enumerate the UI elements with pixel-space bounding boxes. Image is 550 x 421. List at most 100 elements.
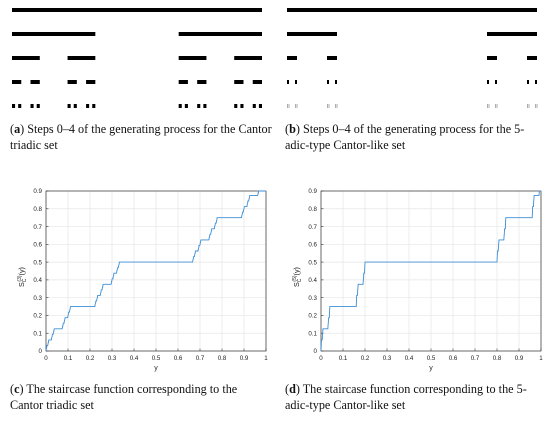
caption-d-text: The staircase function corresponding to …: [285, 382, 527, 412]
y-tick-label: 0.5: [33, 259, 42, 266]
cantor-a-step4-segment-15: [258, 104, 262, 108]
cantor-a-step3-segment-0: [12, 80, 22, 84]
cantor-b-step3-segment-0: [287, 80, 289, 84]
cantor-b-step4-segment-6: [335, 104, 336, 108]
cantor-set-figure-a: [12, 8, 262, 108]
x-tick-label: 0.4: [405, 355, 414, 362]
cantor-b-step4-segment-4: [327, 104, 328, 108]
x-tick-label: 0.8: [493, 355, 502, 362]
panel-c-staircase-triadic: 0 0.1 0.2 0.3 0.4 0.5 0.6 0.7 0.8 0.9 1 0 0.1 0.2 0.3 0…: [0, 175, 275, 421]
y-tick-label: 0.9: [33, 188, 42, 195]
y-axis-label: SC(3)(y): [17, 267, 28, 287]
cantor-b-step2-segment-2: [487, 56, 497, 60]
cantor-b-step2-segment-1: [327, 56, 337, 60]
x-tick-label: 0.3: [383, 355, 392, 362]
cantor-a-step4-segment-8: [178, 104, 182, 108]
y-tick-label: 0.7: [33, 224, 42, 231]
cantor-b-step4-segment-2: [295, 104, 296, 108]
staircase-series-line: [320, 190, 541, 352]
cantor-a-step3-segment-1: [30, 80, 40, 84]
panel-a-cantor-triadic: (a) Steps 0–4 of the generating process …: [0, 0, 275, 160]
cantor-a-step4-segment-5: [73, 104, 77, 108]
cantor-a-step4-segment-14: [252, 104, 256, 108]
cantor-b-step3-segment-3: [335, 80, 337, 84]
x-tick-label: 0.2: [361, 355, 370, 362]
cantor-a-step4-segment-10: [197, 104, 201, 108]
caption-a-text: Steps 0–4 of the generating process for …: [10, 122, 272, 152]
cantor-b-step1-segment-1: [487, 32, 537, 36]
cantor-a-step3-segment-3: [86, 80, 96, 84]
cantor-a-step4-segment-7: [92, 104, 96, 108]
y-tick-label: 0.1: [308, 330, 317, 337]
caption-c-text: The staircase function corresponding to …: [10, 382, 238, 412]
cantor-a-step2-segment-2: [178, 56, 207, 60]
y-tick-label: 0.8: [33, 206, 42, 213]
y-tick-label: 0.7: [308, 224, 317, 231]
x-tick-label: 0.8: [218, 355, 227, 362]
y-tick-label: 0.4: [308, 277, 317, 284]
x-tick-label: 0.3: [108, 355, 117, 362]
x-tick-label: 0.9: [240, 355, 249, 362]
cantor-a-step2-segment-1: [67, 56, 96, 60]
caption-a: (a) Steps 0–4 of the generating process …: [10, 122, 272, 152]
cantor-a-step1-segment-0: [12, 32, 96, 36]
cantor-a-step2-segment-3: [234, 56, 262, 60]
cantor-a-step4-segment-0: [12, 104, 16, 108]
plot-frame: [45, 190, 267, 352]
cantor-a-step4-segment-11: [203, 104, 207, 108]
caption-b: (b) Steps 0–4 of the generating process …: [285, 122, 525, 152]
cantor-a-step0-segment-0: [12, 8, 262, 12]
cantor-a-step3-segment-2: [67, 80, 77, 84]
y-tick-label: 0.8: [308, 206, 317, 213]
x-tick-label: 0.9: [515, 355, 524, 362]
caption-c-tag: c: [14, 382, 20, 396]
cantor-a-step1-segment-1: [178, 32, 262, 36]
cantor-b-step4-segment-10: [495, 104, 496, 108]
x-tick-label: 0.5: [152, 355, 161, 362]
cantor-b-step4-segment-3: [296, 104, 298, 108]
cantor-a-step4-segment-2: [30, 104, 34, 108]
cantor-b-step3-segment-1: [295, 80, 297, 84]
cantor-b-step4-segment-8: [487, 104, 488, 108]
cantor-b-step4-segment-14: [535, 104, 536, 108]
x-axis-label: y: [154, 365, 158, 372]
cantor-b-step4-segment-12: [527, 104, 528, 108]
cantor-a-step3-segment-6: [234, 80, 244, 84]
cantor-a-step3-segment-7: [252, 80, 262, 84]
y-tick-label: 0: [314, 348, 318, 355]
cantor-b-step2-segment-3: [527, 56, 537, 60]
y-tick-label: 0.4: [33, 277, 42, 284]
x-tick-label: 0.1: [339, 355, 348, 362]
plot-frame: [320, 190, 542, 352]
x-tick-label: 0.6: [174, 355, 183, 362]
y-tick-label: 0.3: [33, 295, 42, 302]
cantor-b-step4-segment-15: [536, 104, 538, 108]
cantor-b-step0-segment-0: [287, 8, 537, 12]
y-tick-label: 0.3: [308, 295, 317, 302]
x-tick-label: 0.2: [86, 355, 95, 362]
x-tick-label: 0.6: [449, 355, 458, 362]
x-tick-label: 0.7: [471, 355, 480, 362]
caption-b-tag: b: [289, 122, 296, 136]
x-tick-label: 0: [319, 355, 323, 362]
y-axis-label: SC(5)(y): [292, 267, 303, 287]
cantor-a-step3-segment-4: [178, 80, 188, 84]
x-tick-label: 0.5: [427, 355, 436, 362]
panel-b-cantor-5adic: (b) Steps 0–4 of the generating process …: [275, 0, 550, 160]
x-tick-label: 0: [44, 355, 48, 362]
cantor-a-step4-segment-3: [36, 104, 40, 108]
cantor-set-figure-b: [287, 8, 538, 108]
panel-d-staircase-5adic: 0 0.1 0.2 0.3 0.4 0.5 0.6 0.7 0.8 0.9 1 0 0.1 0.2 0.3 0…: [275, 175, 550, 421]
y-tick-label: 0.5: [308, 259, 317, 266]
cantor-b-step3-segment-5: [495, 80, 497, 84]
y-tick-label: 0.6: [33, 242, 42, 249]
x-axis-label: y: [429, 365, 433, 372]
x-tick-label: 1: [539, 355, 543, 362]
cantor-b-step4-segment-11: [496, 104, 498, 108]
cantor-a-step4-segment-12: [234, 104, 238, 108]
cantor-b-step4-segment-7: [336, 104, 338, 108]
y-tick-label: 0.9: [308, 188, 317, 195]
cantor-a-step4-segment-9: [184, 104, 188, 108]
x-tick-label: 1: [264, 355, 268, 362]
y-tick-label: 0.2: [33, 313, 42, 320]
